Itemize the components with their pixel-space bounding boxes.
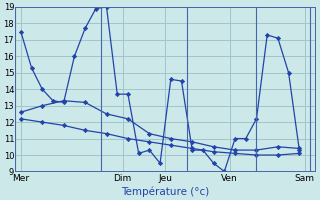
- X-axis label: Température (°c): Température (°c): [121, 186, 210, 197]
